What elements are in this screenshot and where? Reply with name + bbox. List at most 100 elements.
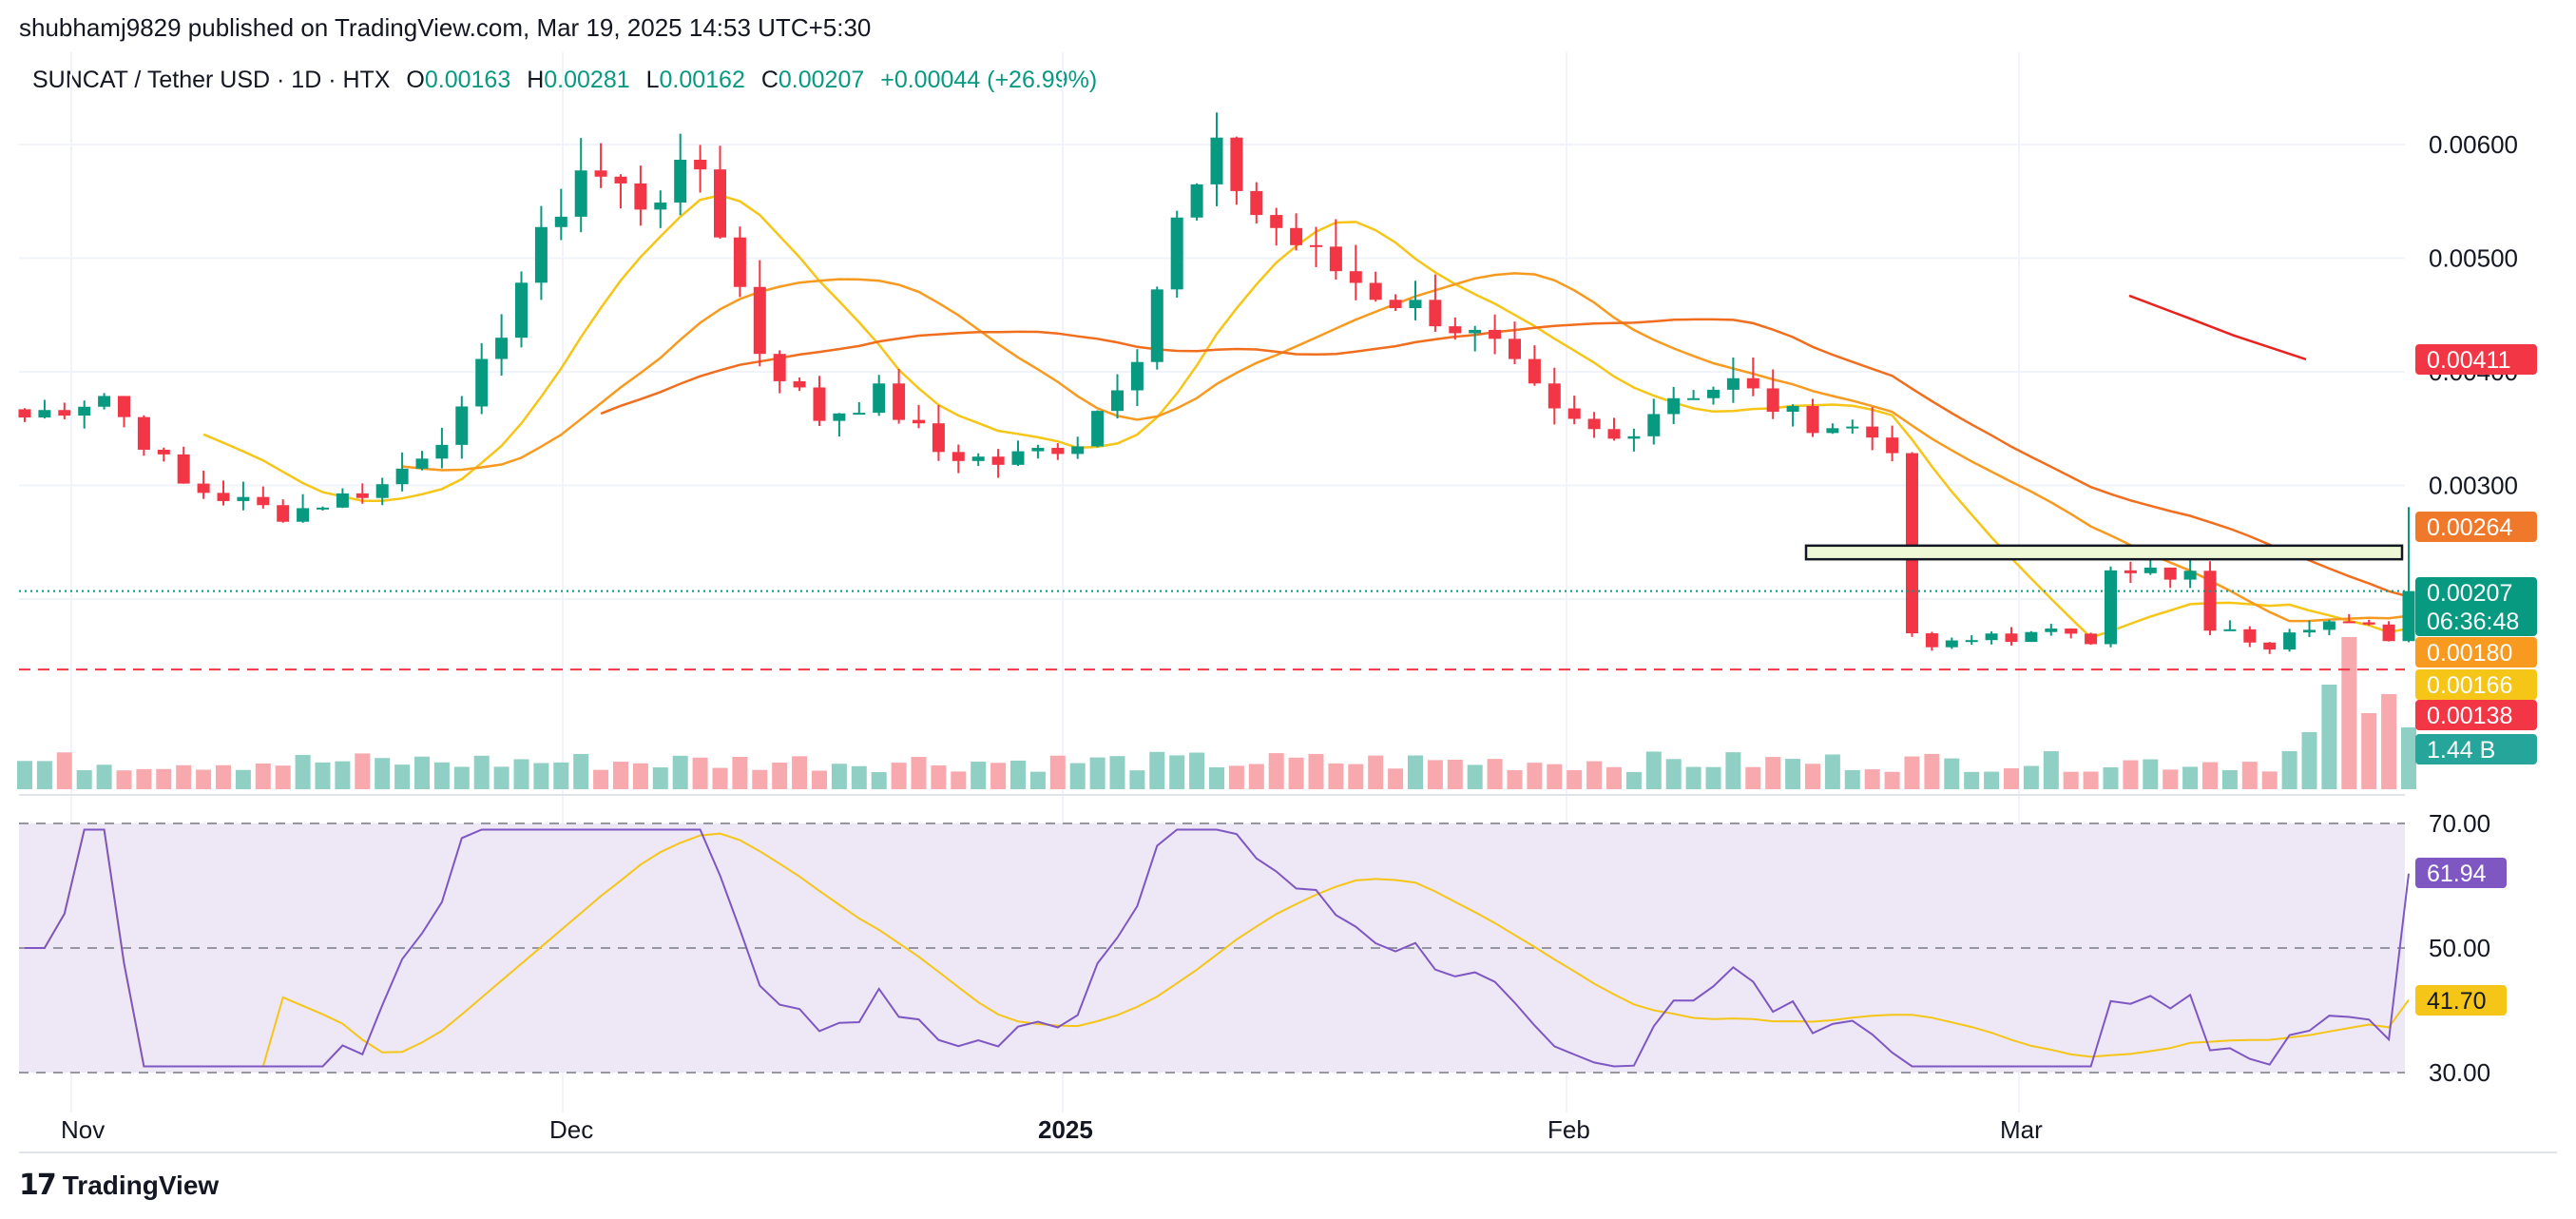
candle (932, 404, 945, 461)
volume-bar (990, 763, 1007, 789)
volume-bar (1189, 752, 1205, 789)
candle (356, 483, 369, 504)
candle (78, 400, 91, 429)
rsi-label[interactable]: 41.70 (2415, 985, 2507, 1016)
candle (1707, 386, 1720, 405)
candle (634, 165, 647, 226)
candle (1369, 271, 1382, 302)
candle (177, 446, 190, 484)
brand-label: TradingView (62, 1170, 220, 1200)
rsi-axis[interactable]: 70.00 50.00 30.00 61.94 41.70 (2415, 809, 2507, 1087)
price-label[interactable]: 0.00138 (2415, 700, 2537, 730)
volume-bar (1049, 755, 1066, 789)
price-label[interactable]: 0.00180 (2415, 637, 2537, 668)
candle (2085, 632, 2098, 646)
rsi-panel[interactable] (19, 822, 2410, 1074)
rsi-label[interactable]: 61.94 (2415, 858, 2507, 888)
volume-bar (176, 764, 192, 789)
volume-bar (1228, 765, 1244, 789)
volume-bar (2301, 732, 2317, 789)
candle (2183, 557, 2197, 589)
candle (2105, 566, 2117, 648)
symbol-title[interactable]: SUNCAT / Tether USD · 1D · HTX (32, 67, 391, 93)
volume-bar (1944, 758, 1960, 789)
candle (137, 415, 150, 456)
open-value: 0.00163 (424, 67, 511, 93)
candle (2005, 627, 2018, 646)
candle (913, 404, 925, 429)
price-label[interactable]: 0.00264 (2415, 512, 2537, 542)
candle (1647, 398, 1661, 445)
candle (1567, 396, 1581, 425)
volume-bar (752, 769, 768, 789)
candle (1230, 136, 1243, 205)
volume-bar (772, 763, 788, 789)
volume-bar (1089, 757, 1105, 789)
close-value: 0.00207 (778, 67, 865, 93)
resistance-zone[interactable] (1804, 544, 2404, 561)
volume-bar (1824, 754, 1840, 789)
volume-bar (1248, 764, 1264, 789)
candle (1310, 226, 1322, 267)
volume-bar (1288, 757, 1304, 789)
price-label[interactable]: 1.44 B (2415, 734, 2537, 764)
volume-bar (1487, 759, 1503, 789)
candle (1270, 207, 1283, 246)
candle (1886, 425, 1899, 462)
volume-bar (1109, 756, 1125, 789)
candle (1509, 321, 1521, 364)
time-axis[interactable]: Nov Dec 2025 Feb Mar (19, 1115, 2557, 1153)
published-by: shubhamj9829 published on TradingView.co… (19, 13, 872, 42)
candle (1528, 345, 1541, 386)
candle (773, 350, 786, 394)
volume-bar (473, 755, 490, 789)
price-label-text: 0.00207 (2427, 580, 2512, 607)
candle (674, 133, 687, 216)
symbol-legend: SUNCAT / Tether USD · 1D · HTX O0.00163 … (32, 67, 1097, 94)
candle (1250, 182, 1263, 223)
candle (2322, 619, 2336, 636)
volume-bar (1567, 770, 1583, 789)
candle (297, 493, 310, 523)
price-axis[interactable]: 0.006000.005000.004000.003000.004110.002… (2415, 130, 2537, 764)
price-label[interactable]: 0.00411 (2415, 344, 2537, 375)
high-value: 0.00281 (544, 67, 630, 93)
volume-bar (2261, 771, 2278, 789)
tradingview-logo[interactable]: 𝟭𝟳 TradingView (19, 1169, 219, 1202)
drawings[interactable] (19, 544, 2405, 671)
volume-bar (1884, 771, 1900, 789)
candle (1925, 631, 1938, 651)
price-label-text: 0.00180 (2427, 640, 2512, 667)
volume-bar (1745, 766, 1761, 789)
candle (1170, 210, 1183, 299)
volume-bar (355, 753, 371, 789)
close-label: C (760, 67, 779, 93)
candle (1290, 213, 1303, 251)
volume-bar (2143, 759, 2159, 789)
candle (58, 402, 71, 420)
volume-bar (1785, 759, 1801, 789)
candle (1190, 183, 1203, 222)
volume-bar (951, 771, 967, 789)
low-label: L (645, 67, 660, 93)
volume-bar (1149, 751, 1165, 789)
candle (1409, 281, 1422, 320)
candle (1429, 274, 1442, 332)
price-label[interactable]: 0.00166 (2415, 669, 2537, 700)
volume-bar (672, 755, 688, 789)
volume-bar (235, 769, 251, 789)
candle (813, 376, 826, 426)
candle (98, 393, 111, 410)
volume-bar (1685, 766, 1701, 789)
candle (257, 486, 270, 509)
candle (1210, 112, 1223, 206)
candle (1329, 219, 1342, 281)
time-tick: Feb (1548, 1115, 1590, 1144)
change-value: +0.00044 (+26.99%) (880, 67, 1098, 93)
candle (1489, 314, 1502, 355)
volume-bar (1129, 770, 1145, 789)
candle (1469, 325, 1482, 352)
candle (594, 143, 607, 188)
